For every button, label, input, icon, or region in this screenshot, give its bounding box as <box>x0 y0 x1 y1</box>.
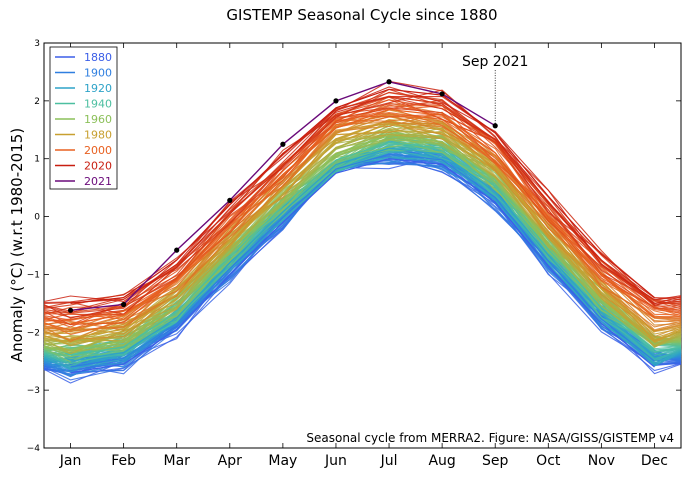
y-tick-label: −4 <box>27 444 41 454</box>
series-lines <box>70 81 655 374</box>
point-2021-jun <box>333 98 339 104</box>
series-line-1960 <box>70 134 655 351</box>
y-tick-label: −2 <box>27 328 40 338</box>
ensemble-lines <box>43 80 682 384</box>
x-tick-label-jun: Jun <box>324 453 347 469</box>
x-tick-label-nov: Nov <box>588 453 615 469</box>
plot-frame <box>43 42 682 449</box>
ensemble-line <box>43 96 682 319</box>
legend-label-2020: 2020 <box>84 160 112 173</box>
legend-label-2021: 2021 <box>84 175 112 188</box>
annotation-group: Sep 2021 <box>462 54 528 126</box>
series-2021-points <box>67 79 498 313</box>
chart-title: GISTEMP Seasonal Cycle since 1880 <box>226 6 497 24</box>
ensemble-line <box>43 138 682 348</box>
legend-label-1960: 1960 <box>84 113 112 126</box>
x-tick-label-sep: Sep <box>482 453 509 469</box>
series-line-2020 <box>70 88 655 304</box>
ensemble-line <box>43 136 682 353</box>
point-2021-aug <box>439 91 445 97</box>
legend-label-1880: 1880 <box>84 51 112 64</box>
legend-label-1980: 1980 <box>84 129 112 142</box>
y-tick-label: 2 <box>34 97 40 107</box>
point-2021-feb <box>121 301 127 308</box>
ensemble-line <box>43 80 682 305</box>
point-2021-may <box>280 141 286 147</box>
legend-label-2000: 2000 <box>84 144 112 157</box>
x-axis: Jan Feb Mar Apr May Jun Jul Aug Sep Oct Nov Dec <box>59 43 668 469</box>
point-2021-jan <box>67 307 74 313</box>
point-2021-mar <box>174 247 180 253</box>
ensemble-line <box>43 92 682 310</box>
series-line-1980 <box>70 123 655 339</box>
y-axis-label: Anomaly (°C) (w.r.t 1980-2015) <box>8 128 26 362</box>
y-tick-label: 3 <box>34 39 40 49</box>
y-tick-label: −1 <box>27 270 40 280</box>
series-line-1880 <box>70 158 655 374</box>
series-line-1900 <box>70 153 655 368</box>
ensemble-line <box>43 89 682 312</box>
point-2021-jul <box>386 79 392 85</box>
ensemble-line <box>43 123 682 341</box>
legend-label-1940: 1940 <box>84 98 112 111</box>
x-tick-label-jul: Jul <box>380 453 398 469</box>
y-tick-label: 0 <box>34 213 40 223</box>
y-tick-label: −3 <box>27 386 40 396</box>
point-2021-apr <box>227 197 233 203</box>
x-tick-label-oct: Oct <box>536 453 561 469</box>
x-tick-label-aug: Aug <box>428 453 455 469</box>
x-tick-label-may: May <box>268 453 297 469</box>
legend-label-1900: 1900 <box>84 67 112 80</box>
x-tick-label-dec: Dec <box>641 453 668 469</box>
x-tick-label-jan: Jan <box>59 453 82 469</box>
x-tick-label-mar: Mar <box>163 453 190 469</box>
x-tick-label-feb: Feb <box>111 453 136 469</box>
legend-label-1920: 1920 <box>84 82 112 95</box>
source-note: Seasonal cycle from MERRA2. Figure: NASA… <box>306 431 674 445</box>
x-tick-label-apr: Apr <box>218 453 242 469</box>
series-line-1920 <box>70 147 655 362</box>
legend: 1880 1900 1920 1940 1960 1980 2000 2020 2021 <box>49 46 118 190</box>
y-tick-label: 1 <box>34 155 40 165</box>
series-line-1940 <box>70 141 655 356</box>
series-line-2000 <box>70 108 655 325</box>
sep-2021-annotation: Sep 2021 <box>462 54 528 70</box>
